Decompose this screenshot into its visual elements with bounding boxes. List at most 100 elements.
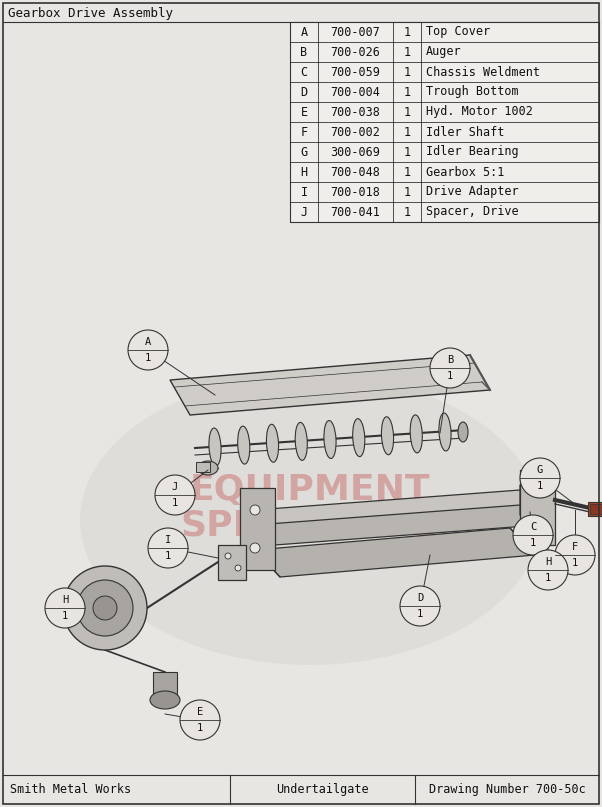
Text: A: A [300, 26, 308, 39]
Ellipse shape [267, 424, 279, 462]
Circle shape [155, 475, 195, 515]
Text: J: J [300, 206, 308, 219]
Text: H: H [300, 165, 308, 178]
Text: D: D [417, 593, 423, 604]
Ellipse shape [458, 422, 468, 442]
Text: 1: 1 [165, 550, 171, 561]
Text: Trough Bottom: Trough Bottom [426, 86, 519, 98]
Text: 700-002: 700-002 [330, 126, 380, 139]
Text: 700-038: 700-038 [330, 106, 380, 119]
Ellipse shape [198, 461, 218, 475]
Text: E: E [300, 106, 308, 119]
Text: B: B [447, 355, 453, 366]
Text: 1: 1 [403, 145, 411, 158]
Ellipse shape [353, 419, 365, 457]
Text: 1: 1 [62, 611, 68, 621]
Polygon shape [255, 528, 535, 577]
Text: G: G [537, 466, 543, 475]
Text: 700-007: 700-007 [330, 26, 380, 39]
Text: Gearbox 5:1: Gearbox 5:1 [426, 165, 504, 178]
Text: 1: 1 [403, 106, 411, 119]
Text: Idler Shaft: Idler Shaft [426, 126, 504, 139]
Text: I: I [165, 535, 171, 546]
Polygon shape [520, 470, 555, 545]
Text: 1: 1 [403, 206, 411, 219]
Text: F: F [572, 542, 578, 553]
Polygon shape [520, 485, 545, 535]
Text: B: B [300, 45, 308, 58]
Text: 700-004: 700-004 [330, 86, 380, 98]
Text: Undertailgate: Undertailgate [276, 783, 369, 796]
Text: E: E [197, 708, 203, 717]
Text: 1: 1 [197, 722, 203, 733]
Text: Hyd. Motor 1002: Hyd. Motor 1002 [426, 106, 533, 119]
Ellipse shape [439, 413, 451, 451]
FancyBboxPatch shape [590, 504, 602, 514]
Text: Chassis Weldment: Chassis Weldment [426, 65, 540, 78]
Text: F: F [300, 126, 308, 139]
Polygon shape [240, 488, 275, 570]
Text: Smith Metal Works: Smith Metal Works [10, 783, 131, 796]
Ellipse shape [382, 416, 394, 454]
Circle shape [520, 458, 560, 498]
Text: Auger: Auger [426, 45, 462, 58]
Ellipse shape [324, 420, 336, 458]
Text: 1: 1 [403, 26, 411, 39]
FancyBboxPatch shape [153, 672, 177, 700]
Text: 1: 1 [537, 481, 543, 491]
Circle shape [148, 528, 188, 568]
Ellipse shape [209, 428, 221, 466]
FancyBboxPatch shape [218, 545, 246, 580]
Text: J: J [172, 483, 178, 492]
Circle shape [45, 588, 85, 628]
Circle shape [250, 543, 260, 553]
Text: H: H [62, 596, 68, 605]
Circle shape [63, 566, 147, 650]
Circle shape [513, 515, 553, 555]
Circle shape [93, 596, 117, 620]
Text: 1: 1 [545, 573, 551, 583]
Text: Top Cover: Top Cover [426, 26, 490, 39]
Text: 300-069: 300-069 [330, 145, 380, 158]
FancyBboxPatch shape [290, 22, 599, 222]
Text: 1: 1 [403, 126, 411, 139]
Text: C: C [530, 522, 536, 533]
Text: 1: 1 [417, 608, 423, 619]
Text: C: C [300, 65, 308, 78]
Circle shape [235, 565, 241, 571]
Text: 700-026: 700-026 [330, 45, 380, 58]
Text: 1: 1 [403, 165, 411, 178]
Ellipse shape [295, 422, 308, 460]
Circle shape [77, 580, 133, 636]
FancyBboxPatch shape [588, 502, 602, 516]
Ellipse shape [150, 691, 180, 709]
FancyBboxPatch shape [196, 462, 210, 472]
Text: A: A [145, 337, 151, 347]
Polygon shape [170, 355, 490, 415]
Circle shape [528, 550, 568, 590]
Text: 1: 1 [403, 86, 411, 98]
Text: 1: 1 [530, 537, 536, 548]
Circle shape [250, 505, 260, 515]
Ellipse shape [238, 426, 250, 464]
Text: Idler Bearing: Idler Bearing [426, 145, 519, 158]
Circle shape [555, 535, 595, 575]
Circle shape [400, 586, 440, 626]
Text: 1: 1 [172, 498, 178, 508]
Text: 1: 1 [403, 45, 411, 58]
Text: 1: 1 [447, 370, 453, 381]
Text: 700-041: 700-041 [330, 206, 380, 219]
Circle shape [128, 330, 168, 370]
Text: I: I [300, 186, 308, 199]
Text: Drawing Number 700-50c: Drawing Number 700-50c [429, 783, 585, 796]
Circle shape [225, 553, 231, 559]
Text: Gearbox Drive Assembly: Gearbox Drive Assembly [8, 7, 173, 20]
Text: D: D [300, 86, 308, 98]
Circle shape [180, 700, 220, 740]
Text: 700-048: 700-048 [330, 165, 380, 178]
Ellipse shape [410, 415, 423, 453]
Text: 1: 1 [572, 558, 578, 567]
Polygon shape [255, 490, 540, 530]
Text: G: G [300, 145, 308, 158]
Ellipse shape [80, 375, 540, 665]
